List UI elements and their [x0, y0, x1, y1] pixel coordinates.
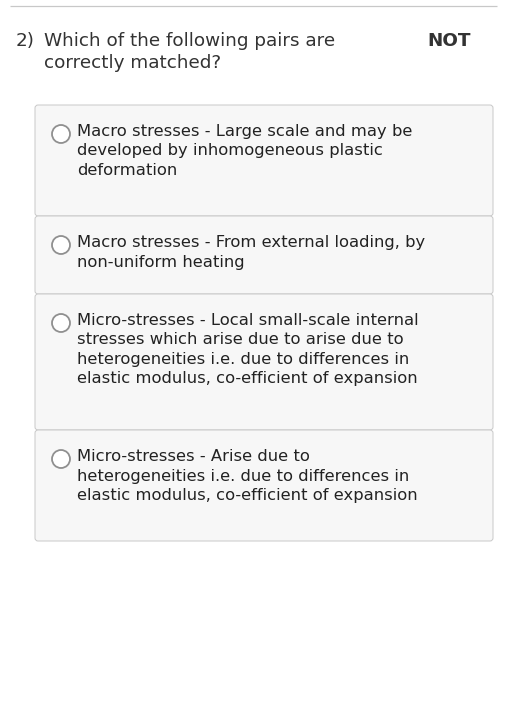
FancyBboxPatch shape: [35, 216, 493, 294]
Text: NOT: NOT: [427, 32, 470, 50]
Text: correctly matched?: correctly matched?: [44, 54, 221, 72]
Text: Micro-stresses - Local small-scale internal: Micro-stresses - Local small-scale inter…: [77, 313, 419, 328]
Text: heterogeneities i.e. due to differences in: heterogeneities i.e. due to differences …: [77, 469, 409, 484]
Text: developed by inhomogeneous plastic: developed by inhomogeneous plastic: [77, 143, 383, 158]
Text: heterogeneities i.e. due to differences in: heterogeneities i.e. due to differences …: [77, 352, 409, 367]
Text: 2): 2): [16, 32, 35, 50]
Text: deformation: deformation: [77, 163, 177, 178]
Text: Macro stresses - Large scale and may be: Macro stresses - Large scale and may be: [77, 124, 412, 139]
Text: Which of the following pairs are: Which of the following pairs are: [44, 32, 341, 50]
Text: Macro stresses - From external loading, by: Macro stresses - From external loading, …: [77, 235, 425, 250]
Text: Micro-stresses - Arise due to: Micro-stresses - Arise due to: [77, 449, 310, 464]
Circle shape: [52, 125, 70, 143]
Circle shape: [52, 236, 70, 254]
Text: stresses which arise due to arise due to: stresses which arise due to arise due to: [77, 333, 404, 348]
Text: elastic modulus, co-efficient of expansion: elastic modulus, co-efficient of expansi…: [77, 488, 418, 503]
Text: elastic modulus, co-efficient of expansion: elastic modulus, co-efficient of expansi…: [77, 372, 418, 387]
FancyBboxPatch shape: [35, 294, 493, 430]
FancyBboxPatch shape: [35, 105, 493, 216]
FancyBboxPatch shape: [35, 430, 493, 541]
Circle shape: [52, 314, 70, 332]
Text: non-uniform heating: non-uniform heating: [77, 254, 244, 269]
Circle shape: [52, 450, 70, 468]
